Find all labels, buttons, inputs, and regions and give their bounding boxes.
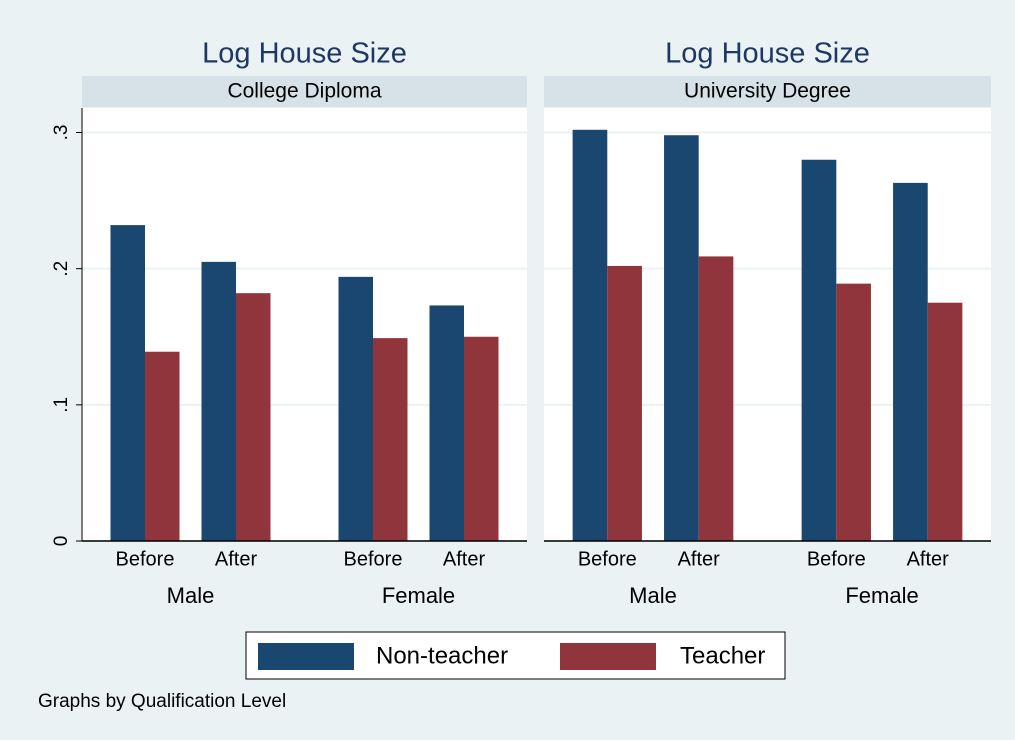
x-tick-label: Before: [116, 548, 175, 570]
x-tick-label: After: [907, 548, 950, 570]
bar: [236, 293, 271, 541]
x-tick-label: After: [443, 548, 486, 570]
bar: [836, 283, 871, 541]
bar: [145, 351, 180, 541]
x-tick-label: Before: [344, 548, 403, 570]
x-tick-label: After: [678, 548, 721, 570]
legend-label: Non-teacher: [376, 642, 508, 669]
x-tick-label: After: [215, 548, 258, 570]
bar: [607, 265, 642, 541]
bar: [893, 182, 928, 541]
bar: [338, 276, 373, 541]
bar: [572, 129, 608, 541]
panel-subtitle: University Degree: [684, 80, 851, 103]
bar: [801, 159, 837, 542]
legend-swatch: [258, 643, 354, 670]
note: Graphs by Qualification Level: [38, 691, 286, 712]
panel-subtitle: College Diploma: [227, 80, 381, 103]
bar: [698, 256, 734, 541]
group-label: Male: [167, 583, 215, 608]
bar: [464, 336, 499, 541]
bar: [429, 305, 464, 541]
panel-title: Log House Size: [665, 38, 870, 70]
group-label: Female: [382, 583, 455, 608]
group-label: Female: [845, 583, 918, 608]
y-tick-label: .1: [51, 397, 72, 413]
group-label: Male: [629, 583, 677, 608]
x-tick-label: Before: [578, 548, 637, 570]
x-tick-label: Before: [807, 548, 866, 570]
bar: [110, 225, 145, 541]
bar: [373, 338, 408, 541]
legend-label: Teacher: [680, 642, 765, 669]
panel-title: Log House Size: [202, 38, 407, 70]
bar: [927, 302, 963, 541]
y-tick-label: .2: [51, 261, 72, 277]
subtitle-strip: [544, 76, 991, 107]
subtitle-strip: [82, 76, 527, 107]
bar: [201, 261, 236, 541]
y-tick-label: .3: [51, 125, 72, 141]
legend-swatch: [560, 643, 656, 670]
y-tick-label: 0: [51, 536, 72, 547]
bar: [664, 135, 699, 541]
